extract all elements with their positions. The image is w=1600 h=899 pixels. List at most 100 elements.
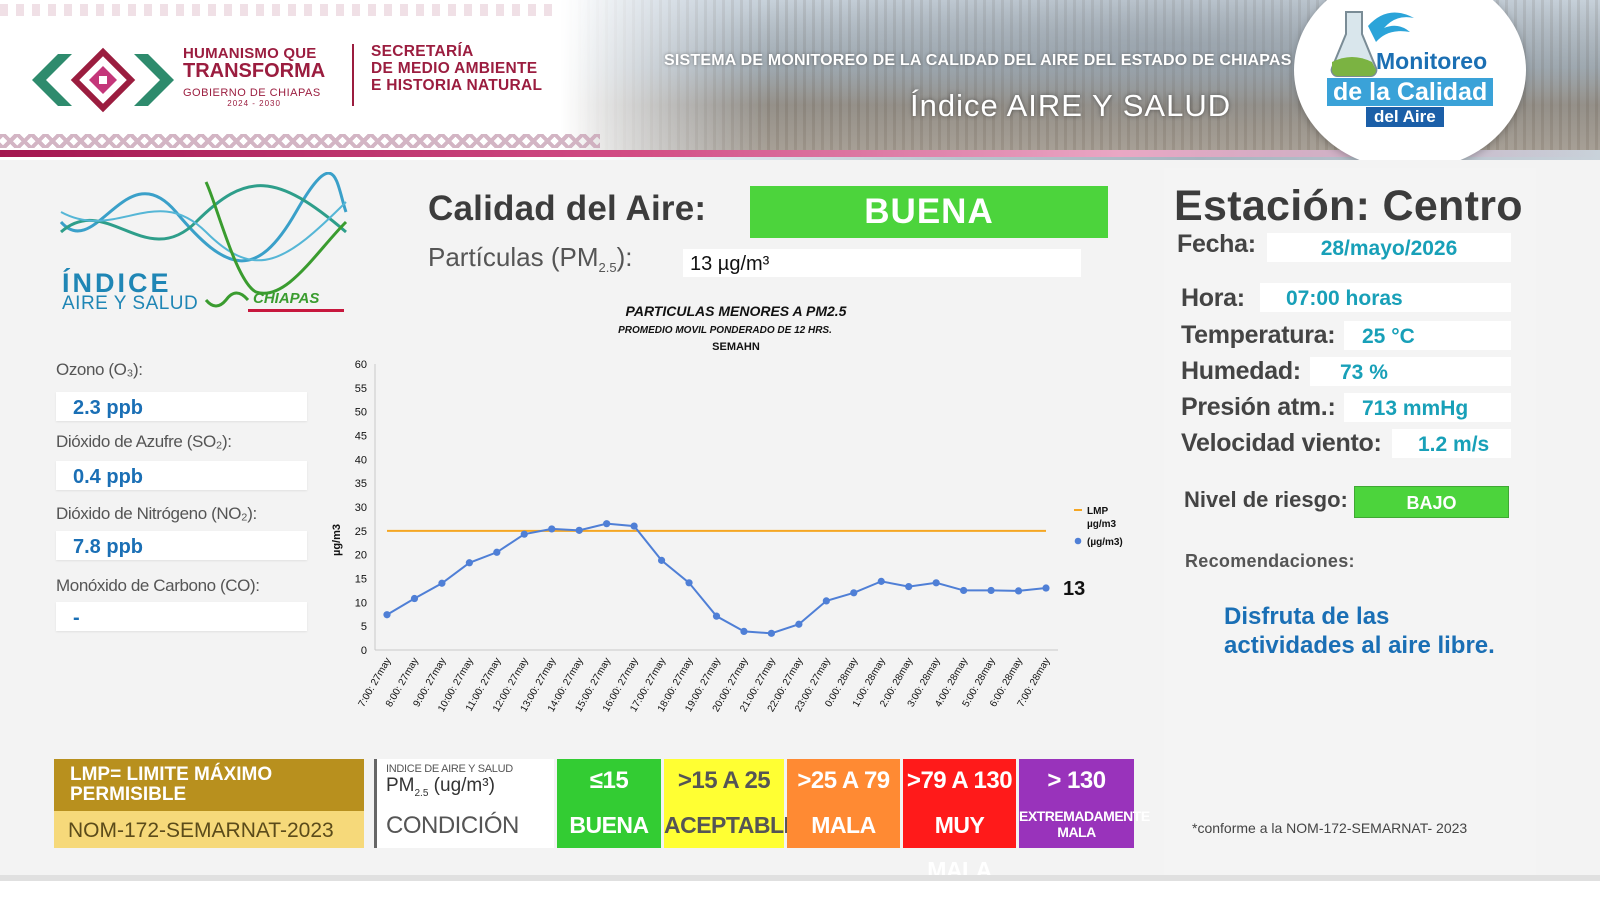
y-tick-label: 30 xyxy=(355,502,367,514)
y-tick-label: 20 xyxy=(355,550,367,562)
pm25-data-point xyxy=(712,612,721,620)
pm25-data-point xyxy=(493,548,501,556)
badge-line3: del Aire xyxy=(1366,107,1444,127)
pm25-value: 13 µg/m³ xyxy=(683,249,1081,277)
hora-label: Hora: xyxy=(1181,284,1245,312)
presion-value: 713 mmHg xyxy=(1344,393,1511,422)
ozono-label: Ozono (O₃): xyxy=(56,360,143,379)
footer-divider xyxy=(0,875,1600,881)
gov-line3: GOBIERNO DE CHIAPAS xyxy=(183,87,321,99)
pm25-data-point xyxy=(520,530,528,538)
y-tick-label: 15 xyxy=(355,574,367,586)
pm25-data-point xyxy=(1042,584,1050,592)
badge-line2: de la Calidad xyxy=(1327,78,1494,106)
lmp-line1: LMP= LIMITE MÁXIMO xyxy=(70,764,273,785)
pm25-data-point xyxy=(1014,587,1023,595)
pm25-data-point xyxy=(795,620,803,628)
head-b-end: (ug/m³) xyxy=(428,775,495,796)
co-label: Monóxido de Carbono (CO): xyxy=(56,576,260,595)
pm25-data-point xyxy=(905,583,913,591)
pm25-data-point xyxy=(932,579,940,587)
legend-pm25-swatch xyxy=(1074,537,1082,545)
legend-lmp-label: LMP µg/m3 xyxy=(1087,506,1117,530)
gov-line1: HUMANISMO QUE xyxy=(183,45,317,62)
co-value: - xyxy=(56,602,307,631)
y-tick-label: 35 xyxy=(355,478,367,490)
pm25-data-point xyxy=(630,522,638,530)
y-tick-label: 45 xyxy=(355,431,367,443)
level-condition-5: EXTREMADAMENTE MALA xyxy=(1019,803,1150,848)
y-tick-label: 55 xyxy=(355,383,367,395)
recommendations-label: Recomendaciones: xyxy=(1185,551,1355,571)
y-tick-label: 0 xyxy=(361,645,367,657)
y-tick-label: 25 xyxy=(355,526,367,538)
station-title: Estación: Centro xyxy=(1174,182,1523,230)
temperatura-label: Temperatura: xyxy=(1181,321,1336,349)
lmp-line2: PERMISIBLE xyxy=(70,784,187,805)
level-range-4: >79 A 130 xyxy=(903,759,1016,803)
pm25-data-point xyxy=(383,611,391,619)
so2-label: Dióxido de Azufre (SO₂): xyxy=(56,432,232,451)
pm25-label-end: ): xyxy=(616,242,633,272)
pm25-data-point xyxy=(685,579,693,587)
pm25-data-point xyxy=(987,586,995,595)
lmp-definition: LMP= LIMITE MÁXIMO PERMISIBLE xyxy=(54,759,364,811)
pm25-data-point xyxy=(657,556,666,564)
chart-subtitle: PROMEDIO MOVIL PONDERADO DE 12 HRS. xyxy=(618,325,832,336)
air-quality-status: BUENA xyxy=(750,186,1108,238)
temperatura-value: 25 °C xyxy=(1344,321,1511,350)
secretaria-line2: DE MEDIO AMBIENTE xyxy=(371,60,538,77)
pm25-data-point xyxy=(740,627,748,636)
level-range-3: >25 A 79 xyxy=(787,759,900,803)
wave-logo-icon xyxy=(59,172,348,312)
humedad-value: 73 % xyxy=(1310,357,1511,386)
recommendation-text: Disfruta de las actividades al aire libr… xyxy=(1224,602,1495,660)
decorative-pattern-bottom xyxy=(0,134,600,148)
index-table-header: INDICE DE AIRE Y SALUD PM2.5 (ug/m³) xyxy=(374,759,554,803)
risk-label: Nivel de riesgo: xyxy=(1184,487,1348,512)
pm25-label: Partículas (PM2.5): xyxy=(428,242,632,275)
indice-aire-salud-logo: ÍNDICE AIRE Y SALUD CHIAPAS xyxy=(56,172,356,322)
ozono-value: 2.3 ppb xyxy=(56,392,307,421)
index-table-header-a: INDICE DE AIRE Y SALUD xyxy=(386,763,513,775)
nom-note: *conforme a la NOM-172-SEMARNAT- 2023 xyxy=(1192,820,1468,836)
y-axis-label: µg/m3 xyxy=(331,524,343,556)
level-range-2: >15 A 25 xyxy=(664,759,784,803)
condition-label: CONDICIÓN xyxy=(374,803,554,848)
logo-indice-text: ÍNDICE xyxy=(62,268,172,298)
recommendation-line2: actividades al aire libre. xyxy=(1224,632,1495,659)
pm25-data-point xyxy=(877,577,885,585)
pm25-label-sub: 2.5 xyxy=(598,260,617,276)
badge-line1: Monitoreo xyxy=(1376,48,1488,74)
level-condition-1: BUENA xyxy=(557,803,661,848)
fecha-value: 28/mayo/2026 xyxy=(1267,233,1511,262)
y-tick-label: 5 xyxy=(361,621,367,633)
header-divider xyxy=(0,150,1600,157)
fecha-label: Fecha: xyxy=(1177,230,1256,258)
logo-chiapas-text: CHIAPAS xyxy=(253,290,320,307)
y-tick-label: 40 xyxy=(355,454,367,466)
pm25-data-point xyxy=(548,525,556,533)
secretaria-text: SECRETARÍA DE MEDIO AMBIENTE E HISTORIA … xyxy=(371,43,542,94)
pm25-chart-svg: PARTICULAS MENORES A PM2.5 PROMEDIO MOVIL… xyxy=(331,303,1123,714)
logo-aire-salud-text: AIRE Y SALUD xyxy=(62,293,199,314)
gov-line2: TRANSFORMA xyxy=(183,60,326,82)
index-title: Índice AIRE Y SALUD xyxy=(910,88,1232,123)
level-range-5: > 130 xyxy=(1019,759,1134,803)
humedad-label: Humedad: xyxy=(1181,357,1301,385)
level-range-1: ≤15 xyxy=(557,759,661,803)
pm25-data-point xyxy=(850,589,858,597)
y-tick-label: 60 xyxy=(355,359,367,371)
pm25-data-point xyxy=(960,586,968,595)
secretaria-line3: E HISTORIA NATURAL xyxy=(371,77,543,94)
index-table-header-b: PM2.5 (ug/m³) xyxy=(386,775,554,799)
legend-pm25-label: (µg/m3) xyxy=(1087,537,1123,548)
viento-value: 1.2 m/s xyxy=(1392,429,1511,458)
gobierno-text: HUMANISMO QUE TRANSFORMA GOBIERNO DE CHI… xyxy=(183,46,325,108)
station-panel xyxy=(1164,168,1536,876)
y-tick-label: 50 xyxy=(355,407,367,419)
header-separator xyxy=(352,44,354,106)
system-title: SISTEMA DE MONITOREO DE LA CALIDAD DEL A… xyxy=(664,52,1292,69)
gov-line4: 2024 - 2030 xyxy=(227,99,281,108)
flask-icon xyxy=(1330,11,1414,77)
